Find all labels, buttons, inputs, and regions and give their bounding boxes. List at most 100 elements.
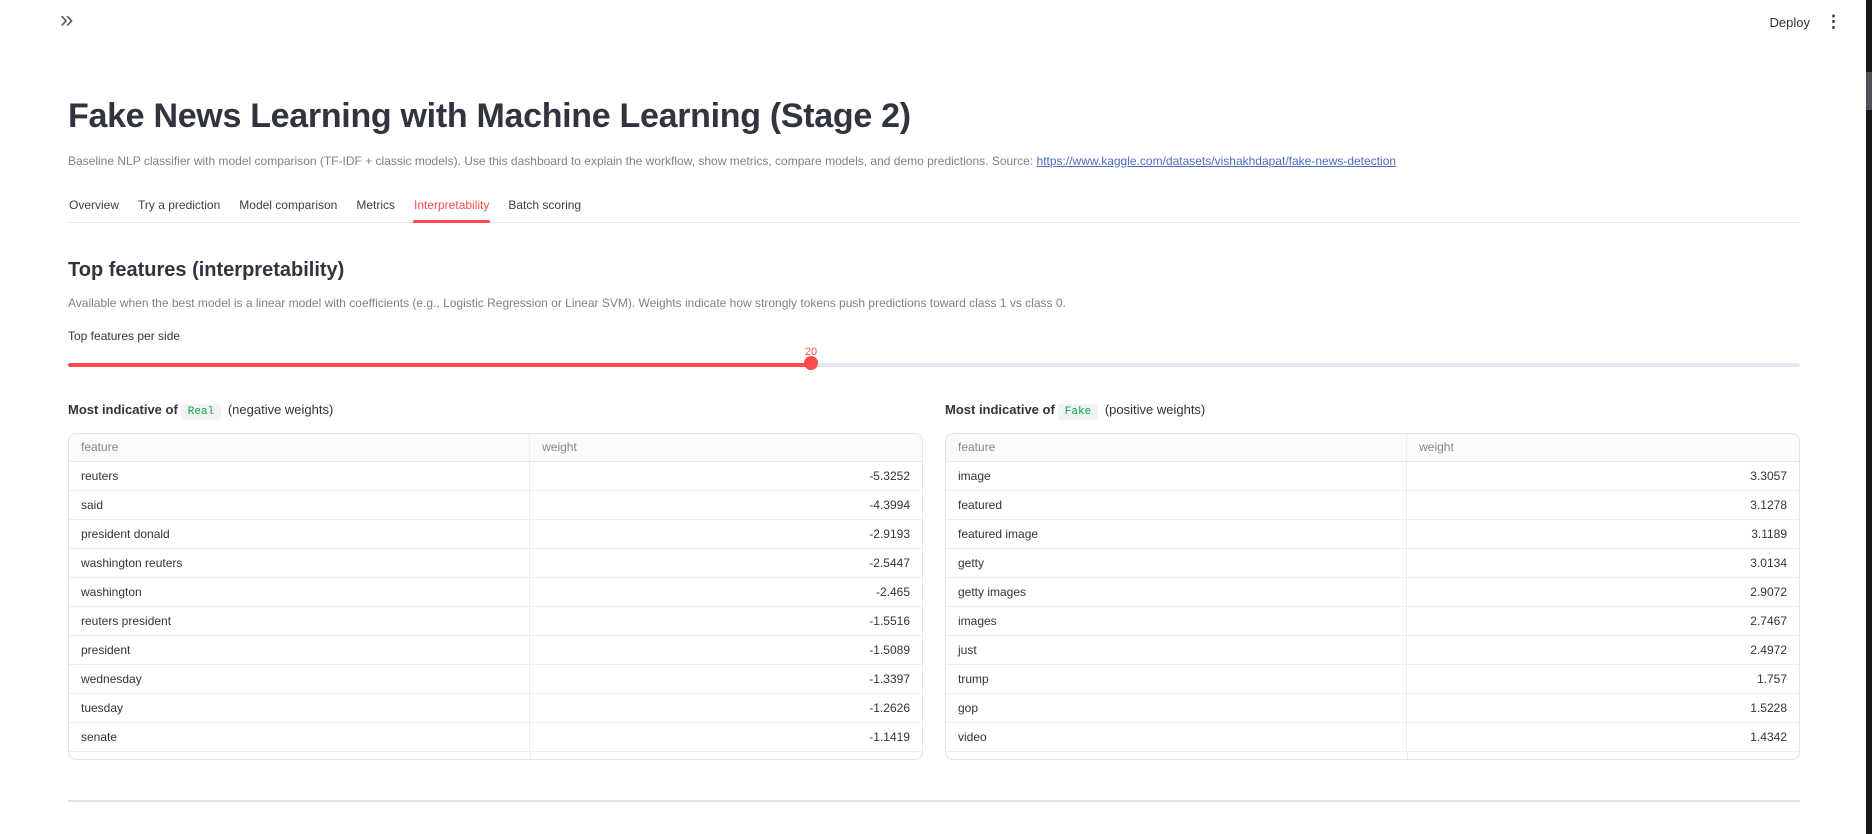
- kebab-menu-icon[interactable]: ⋮: [1825, 12, 1842, 31]
- table-row: president -1.5089: [69, 635, 922, 665]
- table-row: images 2.7467: [946, 606, 1799, 636]
- table-row: reuters -5.3252: [69, 461, 922, 491]
- feature-cell: trump: [946, 664, 1407, 694]
- table-row: washington reuters -2.5447: [69, 548, 922, 578]
- page-subtitle: Baseline NLP classifier with model compa…: [68, 153, 1800, 170]
- col-title-rest: (positive weights): [1104, 401, 1206, 417]
- feature-cell: just: [946, 635, 1407, 665]
- app-header: » Deploy ⋮: [0, 0, 1866, 52]
- weight-cell: 3.0134: [1406, 548, 1799, 578]
- main-content: Fake News Learning with Machine Learning…: [68, 0, 1800, 802]
- feature-cell: getty images: [946, 577, 1407, 607]
- slider-track[interactable]: [68, 362, 1800, 367]
- weight-cell: 3.1189: [1406, 519, 1799, 549]
- table-row: featured image 3.1189: [946, 519, 1799, 549]
- weight-cell: 3.1278: [1406, 490, 1799, 520]
- weight-cell: -4.3994: [529, 490, 922, 520]
- table-row: tuesday -1.2626: [69, 693, 922, 723]
- table-scroll-sliver: [69, 751, 922, 759]
- dataset-source-link[interactable]: https://www.kaggle.com/datasets/vishakhd…: [1036, 153, 1397, 168]
- slider-thumb[interactable]: [804, 355, 819, 370]
- weight-cell: 2.9072: [1406, 577, 1799, 607]
- feature-cell: featured image: [946, 519, 1407, 549]
- feature-cell: images: [946, 606, 1407, 636]
- feature-cell: wednesday: [69, 664, 530, 694]
- feature-cell: senate: [69, 722, 530, 752]
- weight-column-header: weight: [529, 434, 922, 462]
- weight-cell: 2.7467: [1406, 606, 1799, 636]
- table-row: trump 1.757: [946, 664, 1799, 694]
- weight-cell: -1.3397: [529, 664, 922, 694]
- weight-cell: 1.757: [1406, 664, 1799, 694]
- table-row: wednesday -1.3397: [69, 664, 922, 694]
- expand-sidebar-icon[interactable]: »: [60, 6, 73, 33]
- feature-column-header: feature: [946, 434, 1407, 462]
- feature-cell: president donald: [69, 519, 530, 549]
- table-row: said -4.3994: [69, 490, 922, 520]
- col-title-bold: Most indicative of: [945, 401, 1055, 417]
- feature-cell: getty: [946, 548, 1407, 578]
- table-row: just 2.4972: [946, 635, 1799, 665]
- feature-column-header: feature: [69, 434, 530, 462]
- table-row: president donald -2.9193: [69, 519, 922, 549]
- feature-cell: featured: [946, 490, 1407, 520]
- table-row: washington -2.465: [69, 577, 922, 607]
- weight-cell: -2.9193: [529, 519, 922, 549]
- tab-model-comparison[interactable]: Model comparison: [239, 197, 338, 212]
- tab-try-a-prediction[interactable]: Try a prediction: [138, 197, 221, 212]
- feature-cell: gop: [946, 693, 1407, 723]
- feature-cell: reuters president: [69, 606, 530, 636]
- weight-cell: -1.5516: [529, 606, 922, 636]
- slider-label: Top features per side: [68, 328, 181, 343]
- feature-cell: reuters: [69, 461, 530, 491]
- slider-value: 20: [804, 345, 818, 358]
- fake-class-chip: Fake: [1057, 403, 1099, 420]
- real-class-chip: Real: [180, 403, 222, 420]
- top-features-slider[interactable]: 20: [68, 345, 1800, 385]
- table-row: image 3.3057: [946, 461, 1799, 491]
- scrollbar-thumb[interactable]: [1866, 72, 1872, 110]
- table-row: featured 3.1278: [946, 490, 1799, 520]
- subtitle-text: Baseline NLP classifier with model compa…: [68, 153, 1037, 168]
- fake-features-table: feature weight image 3.3057 featured 3.1278…: [945, 433, 1800, 760]
- table-row: senate -1.1419: [69, 722, 922, 752]
- section-heading: Top features (interpretability): [68, 258, 345, 281]
- section-description: Available when the best model is a linea…: [68, 295, 1066, 310]
- window-edge: [1866, 0, 1872, 834]
- feature-cell: image: [946, 461, 1407, 491]
- col-title-rest: (negative weights): [227, 401, 334, 417]
- page-divider: [68, 799, 1800, 802]
- table-header-row: feature weight: [946, 434, 1799, 462]
- slider-fill: [68, 362, 812, 367]
- table-row: video 1.4342: [946, 722, 1799, 752]
- fake-column-title: Most indicative of Fake (positive weights…: [945, 401, 1800, 420]
- feature-cell: washington: [69, 577, 530, 607]
- feature-cell: video: [946, 722, 1407, 752]
- weight-cell: -1.5089: [529, 635, 922, 665]
- table-scroll-sliver: [946, 751, 1799, 759]
- table-row: gop 1.5228: [946, 693, 1799, 723]
- page-title: Fake News Learning with Machine Learning…: [68, 97, 911, 135]
- tab-overview[interactable]: Overview: [69, 197, 120, 212]
- table-row: getty images 2.9072: [946, 577, 1799, 607]
- col-title-bold: Most indicative of: [68, 401, 178, 417]
- table-row: reuters president -1.5516: [69, 606, 922, 636]
- weight-cell: 1.4342: [1406, 722, 1799, 752]
- tab-metrics[interactable]: Metrics: [356, 197, 395, 212]
- feature-cell: said: [69, 490, 530, 520]
- weight-cell: -2.465: [529, 577, 922, 607]
- table-row: getty 3.0134: [946, 548, 1799, 578]
- tab-interpretability[interactable]: Interpretability: [413, 192, 491, 223]
- weight-cell: -2.5447: [529, 548, 922, 578]
- fake-column: Most indicative of Fake (positive weights…: [945, 401, 1800, 760]
- tab-batch-scoring[interactable]: Batch scoring: [508, 197, 582, 212]
- feature-cell: president: [69, 635, 530, 665]
- feature-cell: tuesday: [69, 693, 530, 723]
- tab-bar: Overview Try a prediction Model comparis…: [68, 192, 1800, 223]
- weight-cell: 1.5228: [1406, 693, 1799, 723]
- deploy-button[interactable]: Deploy: [1769, 15, 1810, 30]
- real-column-title: Most indicative of Real (negative weights…: [68, 401, 923, 420]
- real-column: Most indicative of Real (negative weights…: [68, 401, 923, 760]
- table-header-row: feature weight: [69, 434, 922, 462]
- weight-cell: -1.2626: [529, 693, 922, 723]
